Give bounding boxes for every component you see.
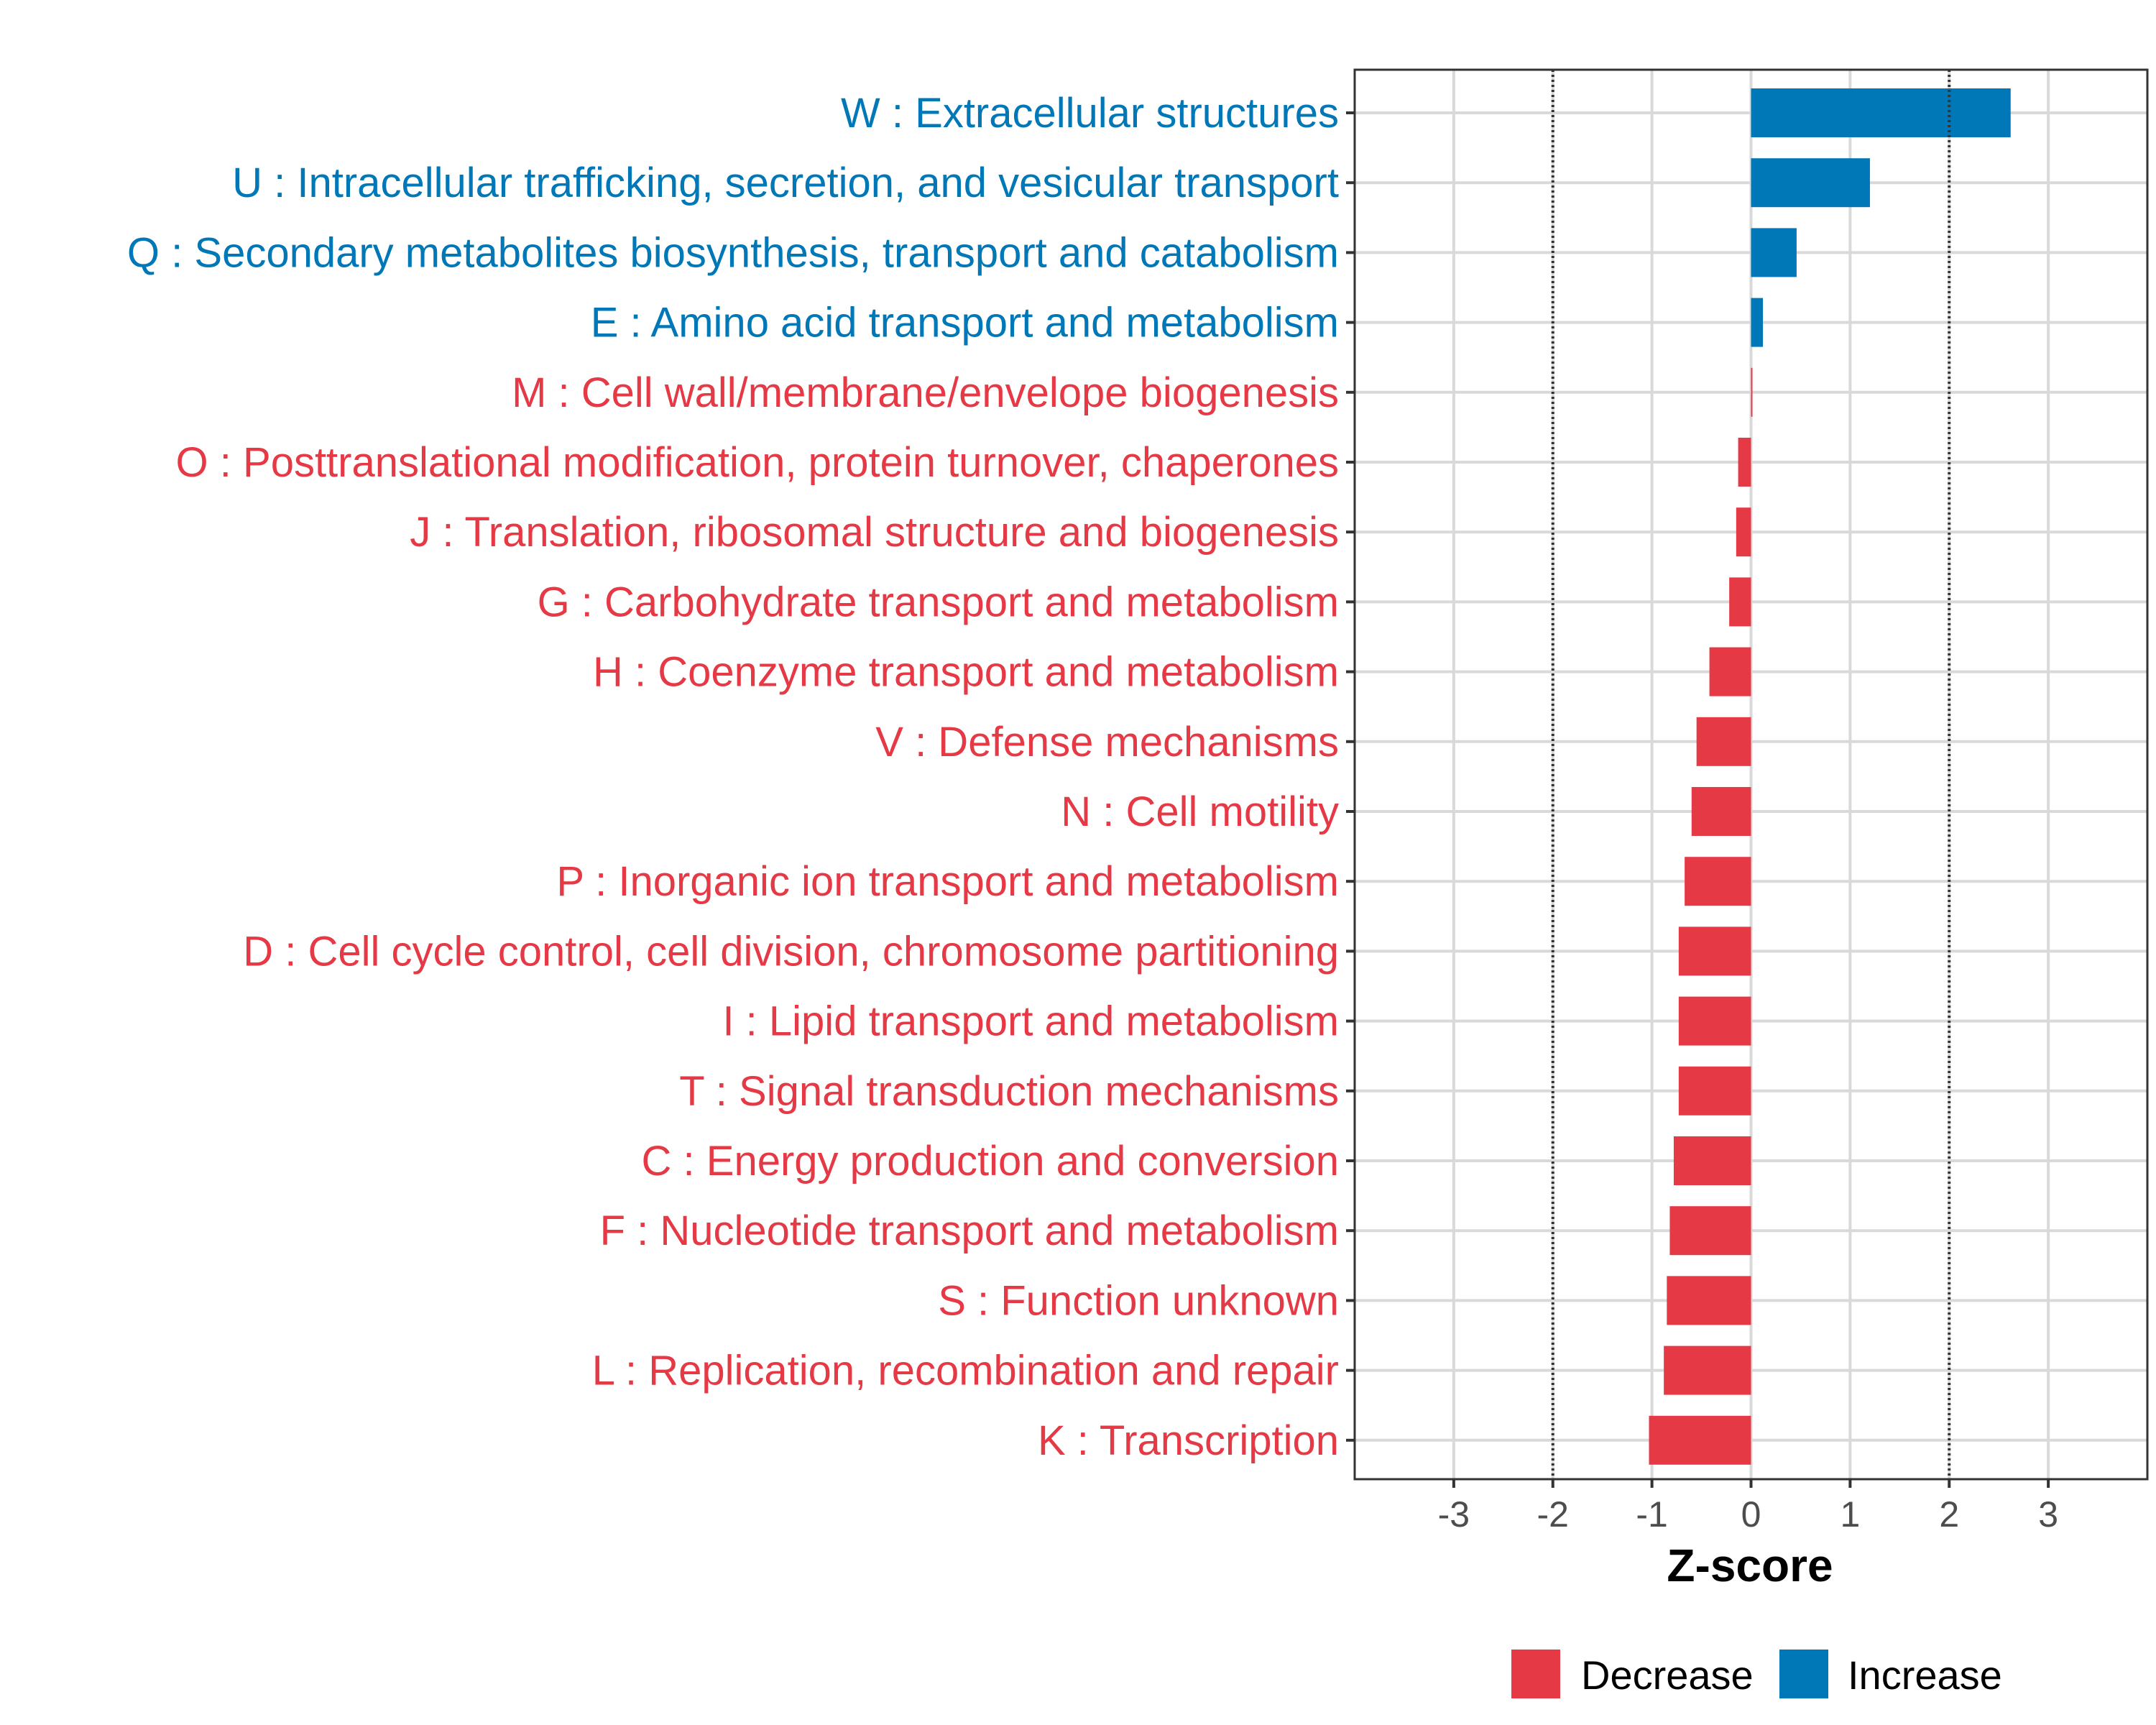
category-label: D : Cell cycle control, cell division, c… xyxy=(243,928,1339,975)
legend-swatch xyxy=(1511,1650,1560,1698)
x-tick-label: 2 xyxy=(1939,1494,1959,1535)
category-label: O : Posttranslational modification, prot… xyxy=(176,439,1339,486)
category-label: S : Function unknown xyxy=(938,1277,1339,1324)
category-label: U : Intracellular trafficking, secretion… xyxy=(232,160,1339,206)
category-label: E : Amino acid transport and metabolism xyxy=(591,300,1339,346)
bar xyxy=(1669,1206,1751,1256)
bar xyxy=(1751,228,1797,277)
bar xyxy=(1673,1136,1751,1185)
legend-swatch xyxy=(1779,1650,1828,1698)
x-tick-label: -2 xyxy=(1537,1494,1569,1535)
x-tick-label: 0 xyxy=(1741,1494,1761,1535)
category-label: P : Inorganic ion transport and metaboli… xyxy=(556,858,1339,905)
bar xyxy=(1696,717,1751,766)
bar xyxy=(1678,926,1751,976)
bar xyxy=(1751,367,1753,417)
bar xyxy=(1678,1066,1751,1116)
bar xyxy=(1691,787,1751,836)
bar xyxy=(1678,996,1751,1046)
bar xyxy=(1667,1276,1751,1325)
bar xyxy=(1649,1415,1751,1465)
category-label: G : Carbohydrate transport and metabolis… xyxy=(538,579,1339,625)
bar xyxy=(1738,438,1751,487)
category-label: I : Lipid transport and metabolism xyxy=(722,998,1339,1045)
bar xyxy=(1729,577,1751,627)
bar xyxy=(1664,1346,1751,1395)
category-label: Q : Secondary metabolites biosynthesis, … xyxy=(127,229,1339,276)
category-label: J : Translation, ribosomal structure and… xyxy=(410,509,1339,556)
x-axis-title: Z-score xyxy=(1667,1540,1833,1591)
bar xyxy=(1751,298,1764,347)
x-tick-label: -3 xyxy=(1438,1494,1470,1535)
grid xyxy=(1355,70,2147,1479)
x-tick-label: -1 xyxy=(1636,1494,1667,1535)
category-label: C : Energy production and conversion xyxy=(642,1138,1339,1184)
category-label: N : Cell motility xyxy=(1061,788,1339,835)
x-tick-label: 1 xyxy=(1840,1494,1860,1535)
legend-label: Increase xyxy=(1848,1652,2002,1698)
category-label: W : Extracellular structures xyxy=(841,90,1339,137)
legend: Decrease Increase xyxy=(1511,1650,2002,1698)
bar xyxy=(1751,88,2011,137)
category-label: H : Coenzyme transport and metabolism xyxy=(593,649,1339,696)
bar xyxy=(1736,507,1751,557)
bar xyxy=(1709,647,1751,696)
category-label: T : Signal transduction mechanisms xyxy=(679,1068,1339,1115)
category-label: M : Cell wall/membrane/envelope biogenes… xyxy=(512,369,1339,416)
reference-lines xyxy=(1551,70,1951,1479)
category-label: L : Replication, recombination and repai… xyxy=(592,1348,1339,1394)
category-label: F : Nucleotide transport and metabolism xyxy=(600,1208,1339,1254)
legend-label: Decrease xyxy=(1581,1652,1754,1698)
category-label: V : Defense mechanisms xyxy=(875,719,1339,765)
bars xyxy=(1649,88,2011,1465)
category-label: K : Transcription xyxy=(1038,1417,1339,1464)
x-axis-ticks: -3 -2 -1 0 1 2 3 xyxy=(1438,1479,2058,1535)
bar xyxy=(1751,158,1870,208)
bar xyxy=(1685,857,1751,906)
category-labels: W : Extracellular structures U : Intracel… xyxy=(127,90,1355,1464)
x-tick-label: 3 xyxy=(2038,1494,2058,1535)
